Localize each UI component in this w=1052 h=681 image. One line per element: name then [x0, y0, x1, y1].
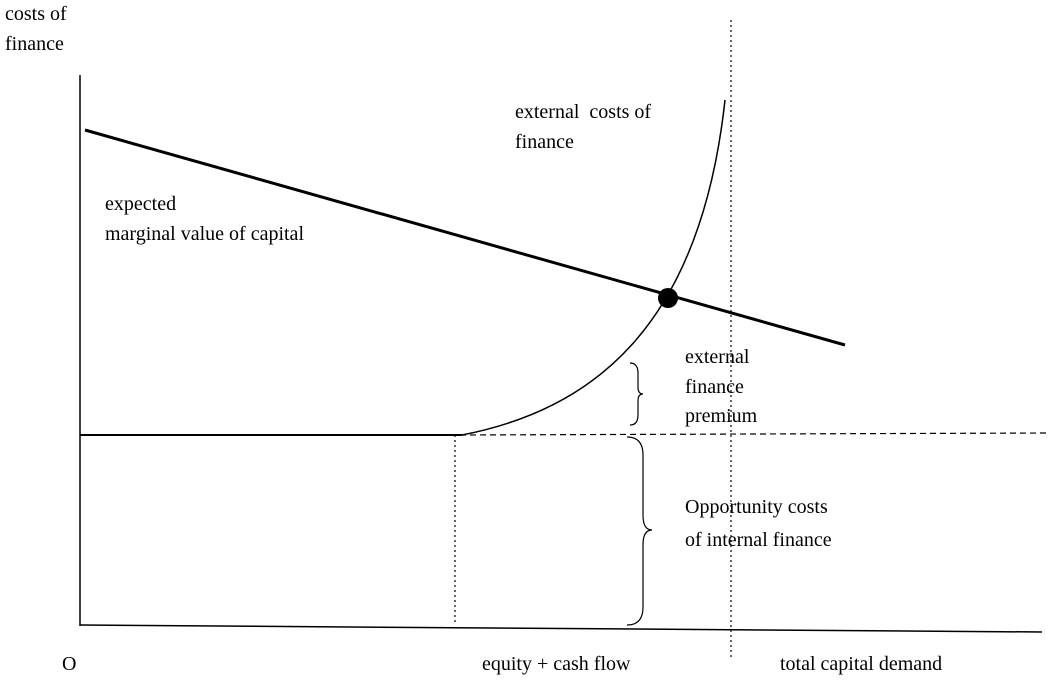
- x-axis-label: total capital demand: [780, 653, 942, 675]
- equilibrium-point: [658, 288, 678, 308]
- brace-label: of internal finance: [685, 529, 832, 551]
- y-axis-label: costs of: [5, 3, 67, 25]
- brace-label: external: [685, 346, 750, 368]
- x-axis: [79, 624, 1043, 633]
- premium-brace: [629, 362, 644, 426]
- curve-label: finance: [515, 131, 574, 153]
- internal-cost-extension: [459, 432, 1051, 436]
- brace-label: premium: [685, 405, 758, 427]
- marginal-value-line: [84, 128, 846, 347]
- brace-label: Opportunity costs: [685, 496, 828, 518]
- curve-label: external costs of: [515, 101, 651, 123]
- curve-label: expected: [105, 193, 176, 215]
- x-axis-label: equity + cash flow: [482, 653, 631, 675]
- y-axis-label: finance: [5, 33, 64, 55]
- external-cost-curve: [461, 99, 726, 436]
- origin-label: O: [62, 653, 76, 675]
- curve-label: marginal value of capital: [105, 223, 304, 245]
- opportunity-brace: [626, 436, 653, 626]
- brace-label: finance: [685, 376, 744, 398]
